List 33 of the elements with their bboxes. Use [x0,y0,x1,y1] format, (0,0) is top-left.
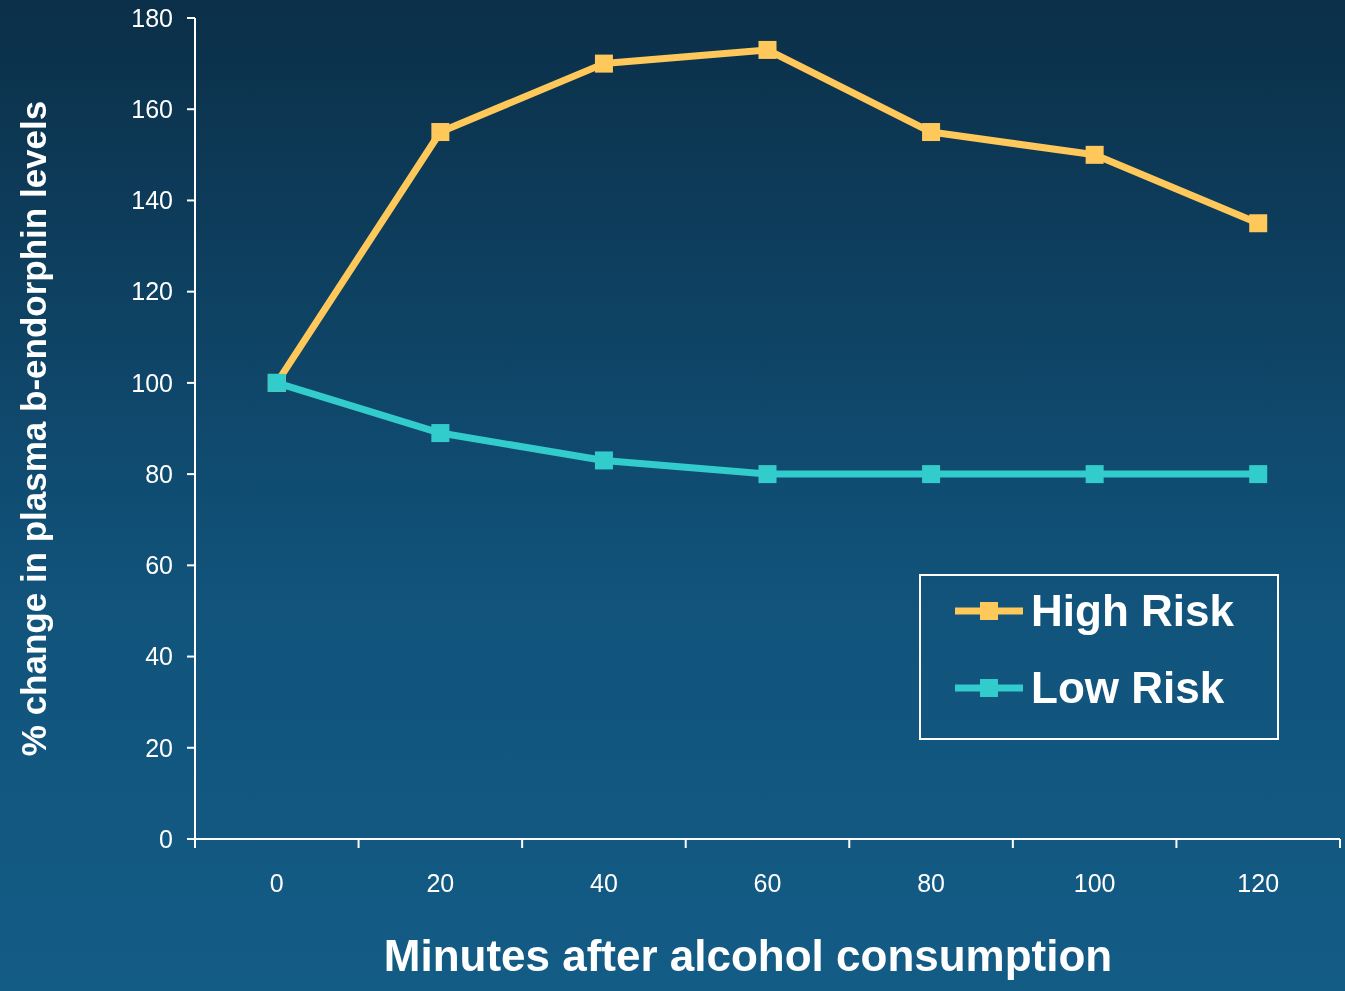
y-tick-label: 100 [131,368,173,397]
x-tick-label: 40 [590,868,618,897]
point [922,465,941,484]
y-tick-label: 40 [145,642,173,671]
y-tick-label: 180 [131,3,173,32]
point [758,465,777,484]
x-tick-label: 0 [269,868,284,897]
point [922,123,941,142]
legend-label: Low Risk [1031,663,1225,713]
y-tick-label: 140 [131,186,173,215]
x-tick-label: 80 [917,868,945,897]
point [431,123,450,142]
point [1249,465,1268,484]
y-tick-label: 60 [145,551,173,580]
y-axis-title: % change in plasma b-endorphin levels [14,100,54,757]
point [1085,465,1104,484]
legend-label: High Risk [1031,586,1235,636]
x-tick-label: 60 [753,868,782,897]
x-tick-label: 100 [1073,868,1116,897]
point [594,54,613,73]
y-tick-label: 20 [145,733,173,762]
y-tick-label: 80 [145,459,173,488]
point [594,451,613,470]
x-tick-label: 20 [426,868,455,897]
x-axis-title: Minutes after alcohol consumption [383,931,1113,981]
point [1249,214,1268,233]
x-tick-label: 120 [1237,868,1280,897]
y-tick-label: 160 [131,94,173,123]
y-tick-label: 120 [131,277,173,306]
point [431,424,450,443]
point [758,40,777,59]
y-tick-label: 0 [159,824,173,853]
point [1085,145,1104,164]
